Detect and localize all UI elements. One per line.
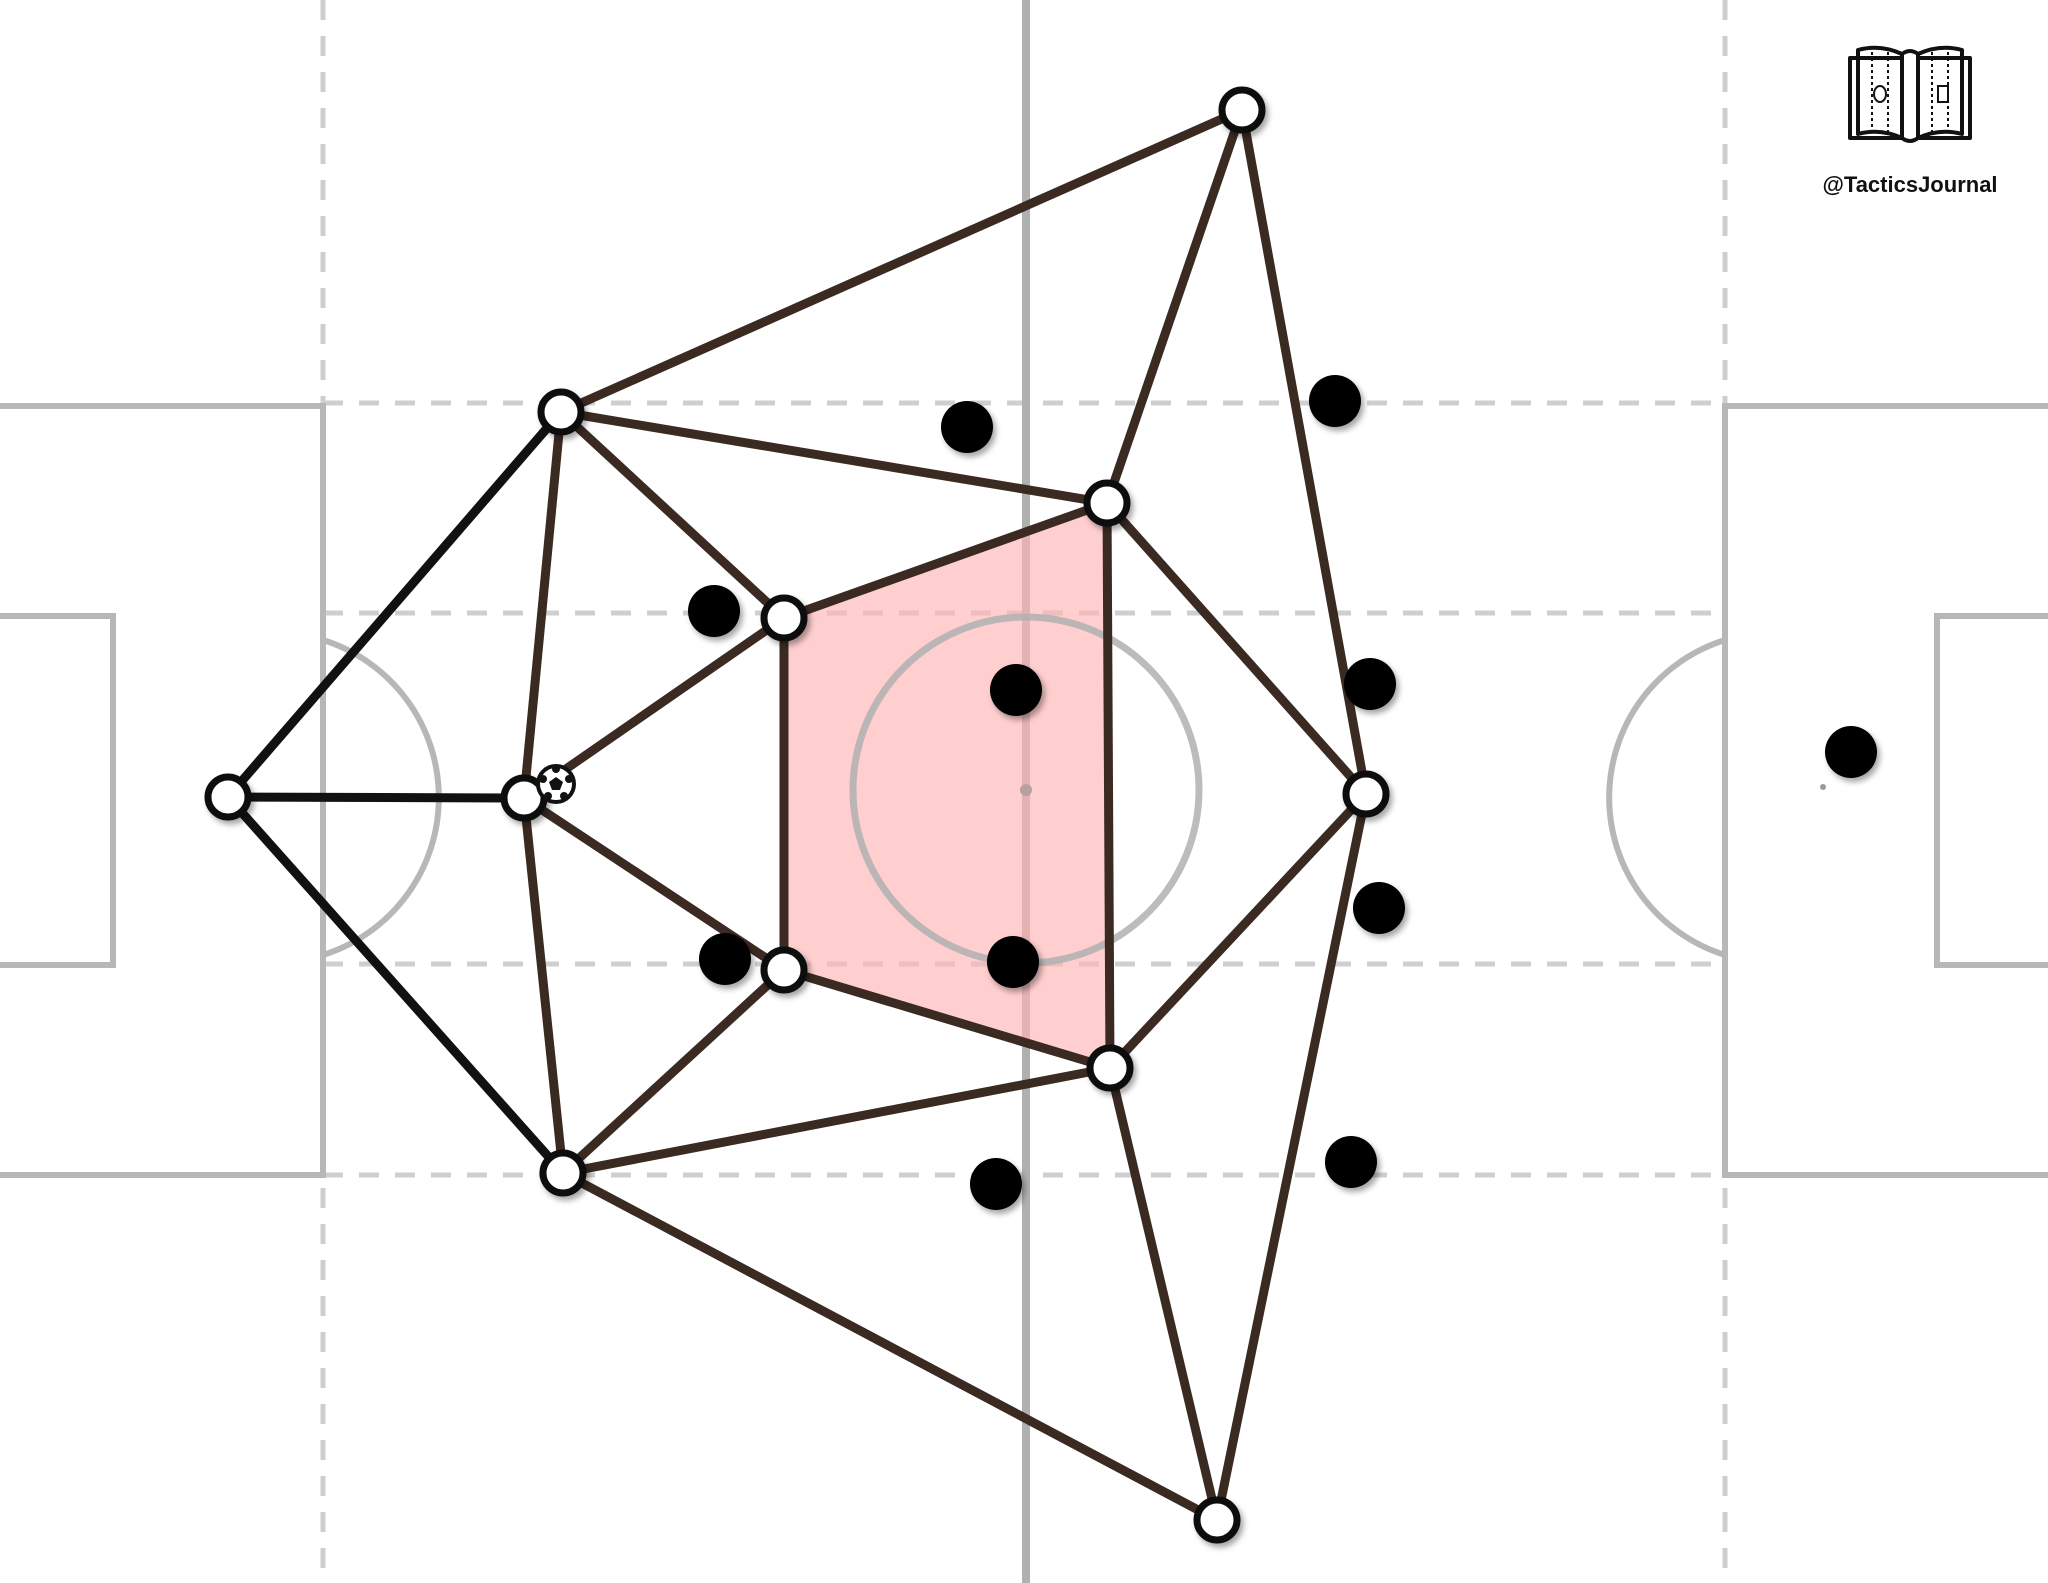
passing-link [556,407,789,623]
passing-link [556,407,1112,508]
left-penalty-area [0,403,326,1178]
passing-link [1212,789,1371,1525]
right-penalty-area [1722,403,2048,1178]
team-player [760,594,808,642]
right-penalty-arc [1606,637,1726,958]
passing-link [779,965,1115,1073]
team-player [537,388,585,436]
ball-patch [565,775,573,783]
team-player [1218,86,1266,134]
passing-link [223,792,568,1178]
passing-link [1102,498,1115,1073]
passing-link [558,1168,1222,1525]
passing-link [223,792,529,803]
team-player [204,773,252,821]
ball-pentagon [549,777,563,790]
passing-link [779,498,1112,623]
penalty-spot [1820,784,1826,790]
passing-links [223,105,1371,1525]
team-player [1193,1496,1241,1544]
opponent-player [941,401,993,453]
ball-icon [536,764,576,804]
ball-patch [552,765,560,773]
team-player [760,946,808,994]
opponent-player [1353,882,1405,934]
passing-link [1102,498,1371,799]
passing-link [1105,1063,1222,1525]
team-player [1086,1044,1134,1092]
passing-link [519,407,566,803]
opponent-player [699,933,751,985]
opponent-players [688,375,1877,1210]
opponent-player [970,1158,1022,1210]
ball-patch [544,792,552,800]
opponent-player [688,585,740,637]
open-book-pitch-icon [1840,40,1980,150]
passing-link [558,1063,1115,1178]
team-player [1083,479,1131,527]
ball-patch [560,792,568,800]
center-spot [1020,784,1032,796]
passing-link [558,965,789,1178]
opponent-player [987,936,1039,988]
team-players [204,86,1390,1544]
opponent-player [1325,1136,1377,1188]
team-player [1342,770,1390,818]
highlight-zone-layer [784,503,1110,1068]
passing-link [1102,105,1247,508]
ball-layer [536,764,576,804]
passing-link [1105,789,1371,1073]
opponent-player [1825,726,1877,778]
opponent-player [1309,375,1361,427]
passing-link [556,105,1247,417]
ball-patch [539,775,547,783]
opponent-player [1344,658,1396,710]
passing-link [519,793,568,1178]
team-player [539,1149,587,1197]
passing-link [223,407,566,802]
opponent-player [990,664,1042,716]
left-six-yard-box [0,613,116,968]
brand-handle: @TacticsJournal [1822,172,1998,197]
highlight-zone [784,503,1110,1068]
right-six-yard-box [1934,613,2048,968]
